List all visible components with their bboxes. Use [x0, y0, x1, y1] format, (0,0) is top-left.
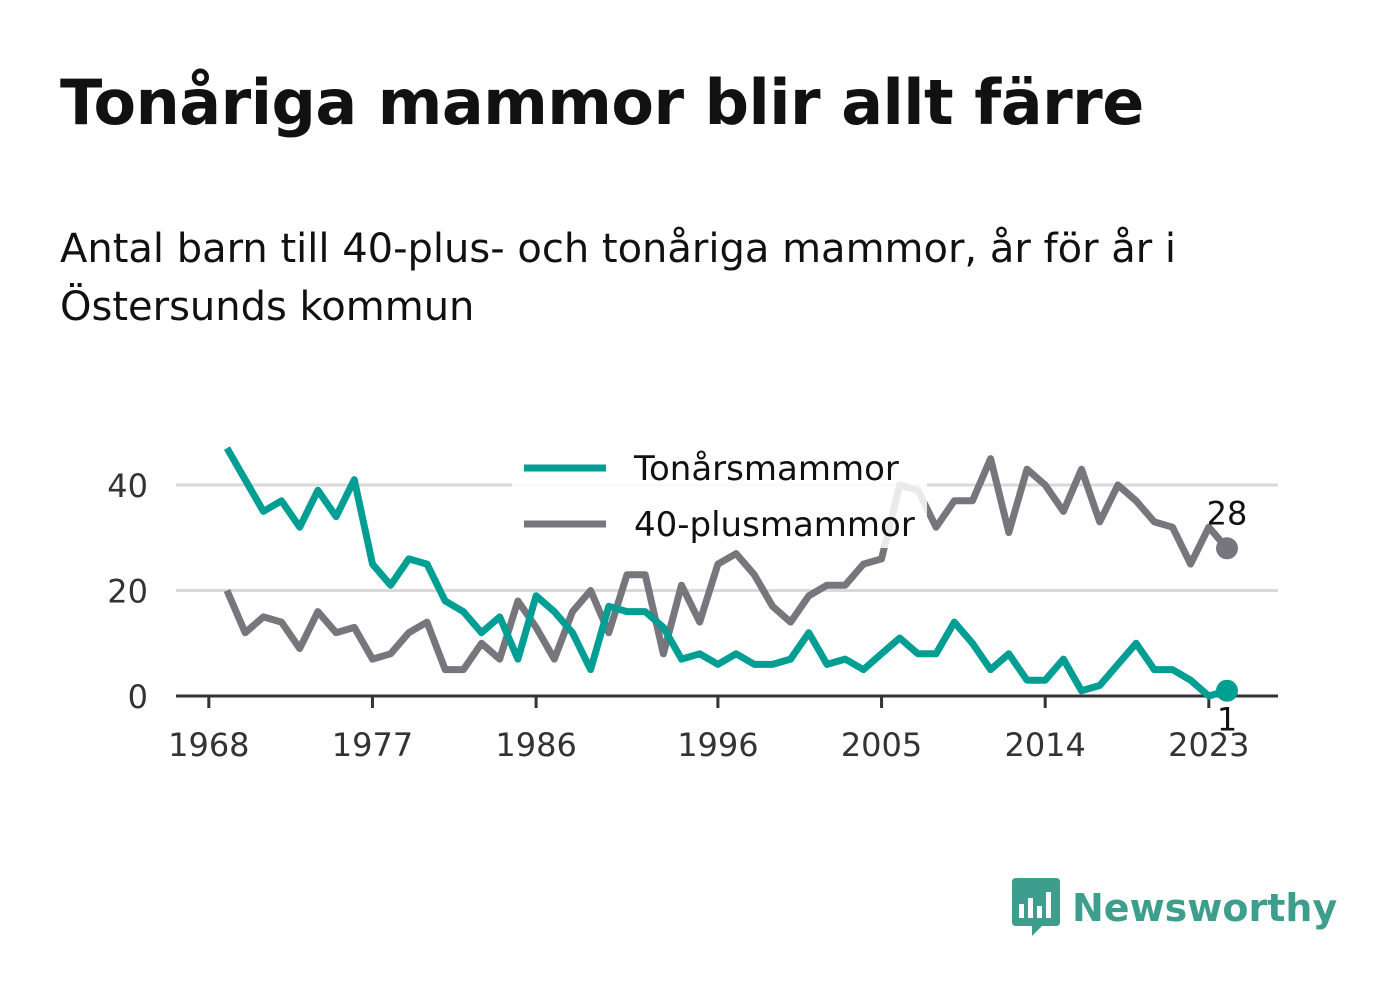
y-tick-label-20: 20 — [107, 573, 148, 611]
y-tick-label-0: 0 — [128, 678, 148, 716]
y-tick-label-40: 40 — [107, 467, 148, 505]
chart-subtitle: Antal barn till 40-plus- och tonåriga ma… — [60, 226, 1177, 330]
legend: Tonårsmammor 40-plusmammor — [512, 440, 927, 548]
brand-name: Newsworthy — [1072, 886, 1338, 930]
series-line-tonarsmammor — [223, 446, 1228, 700]
legend-background — [512, 440, 927, 548]
x-tick-label-1968: 1968 — [168, 726, 249, 764]
end-point-0 — [1216, 679, 1238, 702]
x-tick-label-1996: 1996 — [677, 726, 758, 764]
end-markers: 1 28 — [1207, 494, 1248, 738]
y-axis: 0 20 40 — [107, 467, 148, 716]
end-point-1 — [1216, 537, 1238, 560]
end-label-0: 1 — [1217, 701, 1237, 739]
series-line-40-plusmammor — [223, 455, 1230, 674]
end-label-1: 28 — [1207, 494, 1248, 532]
legend-label-1: 40-plusmammor — [634, 505, 915, 545]
x-tick-label-2023: 2023 — [1168, 726, 1249, 764]
legend-label-0: Tonårsmammor — [633, 449, 899, 489]
x-tick-label-1977: 1977 — [332, 726, 413, 764]
x-tick-label-2005: 2005 — [841, 726, 922, 764]
series-lines — [223, 446, 1230, 700]
newsworthy-logo-icon — [1012, 878, 1060, 936]
x-tick-label-2014: 2014 — [1004, 726, 1085, 764]
x-axis: 1968 1977 1986 1996 2005 2014 2023 — [168, 694, 1278, 764]
x-tick-label-1986: 1986 — [495, 726, 576, 764]
newsworthy-logo: Newsworthy — [1010, 878, 1337, 938]
chart-title: Tonåriga mammor blir allt färre — [60, 66, 1144, 139]
